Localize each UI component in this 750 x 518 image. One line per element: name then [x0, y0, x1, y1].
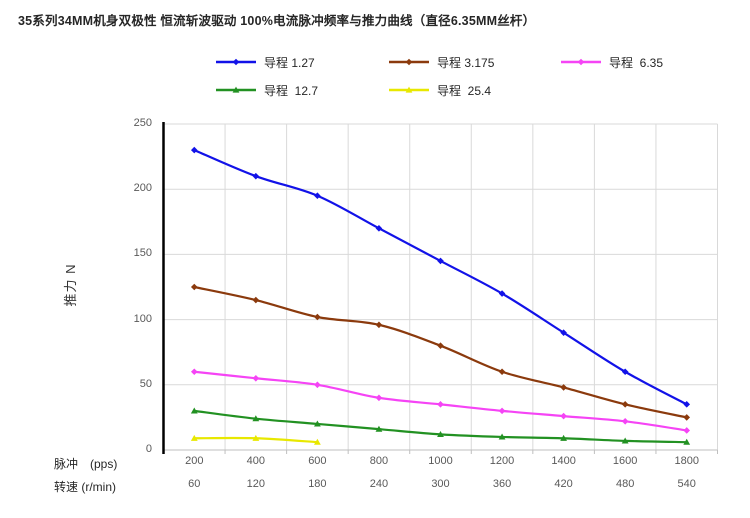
x-tick-label-pps: 1000 [428, 455, 453, 467]
legend-label: 导程 6.35 [609, 55, 664, 70]
series-line-0 [193, 148, 688, 406]
legend-swatch-svg [561, 58, 601, 66]
series-marker-2 [621, 418, 629, 425]
x-axis-row2-caption: 转速 (r/min) [54, 480, 116, 494]
chart-title: 35系列34MM机身双极性 恒流斩波驱动 100%电流脉冲频率与推力曲线（直径6… [18, 14, 536, 28]
series-line-1 [193, 285, 688, 419]
x-tick-label-pps: 400 [246, 455, 265, 467]
series-marker-0 [683, 401, 691, 408]
x-tick-label-rpm: 240 [369, 478, 389, 490]
series-line-3 [193, 409, 688, 444]
series-marker-1 [190, 283, 198, 291]
series-marker-2 [683, 427, 691, 434]
x-axis-row1-caption: 脉冲 (pps) [54, 457, 118, 471]
legend-swatch-icon [388, 83, 430, 97]
y-axis-title: 推力 N [63, 263, 78, 307]
series-marker-2 [190, 368, 198, 376]
x-tick-label-pps: 1400 [551, 455, 576, 467]
legend: 导程 1.27 导程 3.175 导程 6.35 导程 12.7 导程 25.4 [0, 0, 750, 110]
x-tick-label-rpm: 360 [492, 478, 512, 490]
legend-item-4: 导程 25.4 [388, 83, 492, 98]
x-tick-label-pps: 200 [185, 455, 204, 467]
y-tick-label: 0 [145, 443, 152, 455]
legend-swatch-svg [216, 58, 256, 66]
series-marker-3 [560, 434, 568, 441]
legend-swatch-svg [216, 86, 256, 93]
series-marker-3 [621, 437, 629, 444]
series-marker-0 [375, 225, 383, 232]
series-marker-2 [560, 412, 567, 420]
y-tick-label: 200 [133, 182, 152, 195]
series-marker-2 [437, 401, 444, 408]
legend-label: 导程 3.175 [437, 55, 495, 70]
x-tick-label-rpm: 540 [677, 478, 696, 490]
legend-swatch-svg [389, 58, 429, 66]
x-tick-label-rpm: 120 [246, 478, 265, 490]
series-marker-4 [190, 434, 198, 441]
series-marker-2 [498, 407, 506, 415]
legend-swatch-svg [389, 86, 429, 93]
x-tick-label-rpm: 420 [554, 478, 573, 490]
x-tick-label-rpm: 60 [188, 478, 201, 490]
series-marker-1 [314, 313, 321, 321]
series-marker-0 [560, 329, 567, 336]
series-marker-0 [190, 146, 198, 154]
legend-item-0: 导程 1.27 [215, 55, 315, 70]
series-marker-0 [498, 290, 506, 297]
series-marker-0 [252, 172, 260, 180]
series-marker-2 [375, 394, 383, 402]
legend-swatch-icon [215, 83, 257, 97]
series-marker-0 [437, 257, 444, 265]
x-tick-label-pps: 800 [369, 455, 389, 467]
series-marker-1 [560, 384, 567, 391]
y-tick-label: 250 [133, 117, 152, 129]
legend-item-3: 导程 12.7 [215, 83, 319, 98]
series-marker-3 [313, 420, 321, 427]
series-marker-2 [252, 374, 260, 382]
x-tick-label-rpm: 180 [308, 478, 327, 490]
series-marker-4 [313, 438, 321, 445]
series-marker-3 [252, 415, 260, 422]
series-marker-1 [683, 414, 691, 421]
legend-swatch-icon [560, 55, 602, 69]
x-tick-label-pps: 1800 [674, 455, 699, 467]
x-tick-label-rpm: 300 [431, 478, 450, 490]
series-marker-0 [621, 368, 629, 376]
x-tick-label-rpm: 480 [615, 478, 635, 490]
series-marker-0 [314, 192, 321, 200]
x-tick-label-pps: 1200 [489, 455, 515, 467]
y-tick-label: 150 [133, 247, 152, 260]
series-marker-3 [375, 425, 383, 432]
x-tick-label-pps: 600 [308, 455, 327, 467]
legend-label: 导程 25.4 [437, 83, 492, 98]
x-tick-label-pps: 1600 [612, 455, 638, 467]
series-marker-3 [498, 433, 506, 440]
series-marker-3 [683, 438, 691, 445]
legend-swatch-icon [215, 55, 257, 69]
series-marker-3 [190, 407, 198, 414]
legend-label: 导程 12.7 [264, 83, 319, 98]
series-marker-1 [621, 401, 629, 408]
legend-item-1: 导程 3.175 [388, 55, 495, 70]
series-marker-1 [437, 342, 444, 349]
series-marker-1 [375, 321, 383, 329]
y-tick-label: 100 [133, 312, 152, 325]
legend-swatch-icon [388, 55, 430, 69]
series-marker-2 [314, 381, 321, 389]
legend-item-2: 导程 6.35 [560, 55, 664, 70]
series-marker-3 [437, 430, 444, 437]
series-marker-4 [252, 434, 260, 441]
series-marker-1 [498, 368, 506, 376]
y-tick-label: 50 [139, 377, 152, 390]
series-marker-1 [252, 296, 260, 304]
legend-label: 导程 1.27 [264, 55, 315, 70]
